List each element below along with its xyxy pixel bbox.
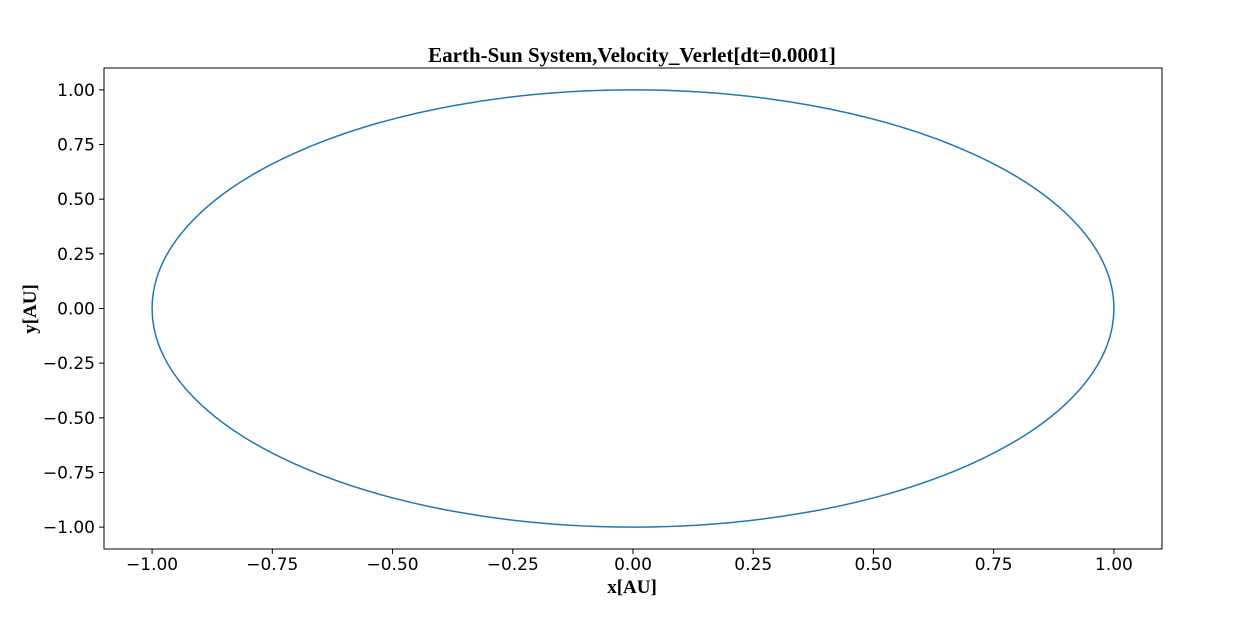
x-tick-label: 0.50: [855, 555, 893, 575]
y-tick-label: −0.50: [43, 409, 95, 429]
x-tick-label: 0.75: [975, 555, 1013, 575]
y-tick-label: −0.25: [43, 354, 95, 374]
x-tick-label: 1.00: [1095, 555, 1133, 575]
y-axis-label: y[AU]: [20, 284, 41, 334]
y-tick-label: 0.50: [57, 190, 95, 210]
y-tick-label: 0.75: [57, 136, 95, 156]
y-tick-label: −0.75: [43, 463, 95, 483]
plot-area: [151, 89, 1115, 528]
plot-frame: [103, 67, 1163, 550]
y-tick-label: 0.00: [57, 300, 95, 320]
y-axis-ticks: 1.00 0.75 0.50 0.25 0.00 −0.25 −0.50 −0.75 −1.00: [43, 81, 104, 538]
x-axis-ticks: −1.00 −0.75 −0.50 −0.25 0.00 0.25 0.50 0.75 1.00: [126, 549, 1133, 575]
x-tick-label: −0.75: [246, 555, 298, 575]
x-tick-label: 0.00: [614, 555, 652, 575]
chart-title: Earth-Sun System,Velocity_Verlet[dt=0.00…: [428, 43, 836, 67]
x-tick-label: −1.00: [126, 555, 178, 575]
x-tick-label: −0.50: [366, 555, 418, 575]
y-tick-label: 1.00: [57, 81, 95, 101]
x-tick-label: −0.25: [487, 555, 539, 575]
orbit-line: [151, 89, 1115, 528]
x-tick-label: 0.25: [734, 555, 772, 575]
x-axis-label: x[AU]: [607, 577, 657, 598]
y-tick-label: 0.25: [57, 245, 95, 265]
y-tick-label: −1.00: [43, 518, 95, 538]
